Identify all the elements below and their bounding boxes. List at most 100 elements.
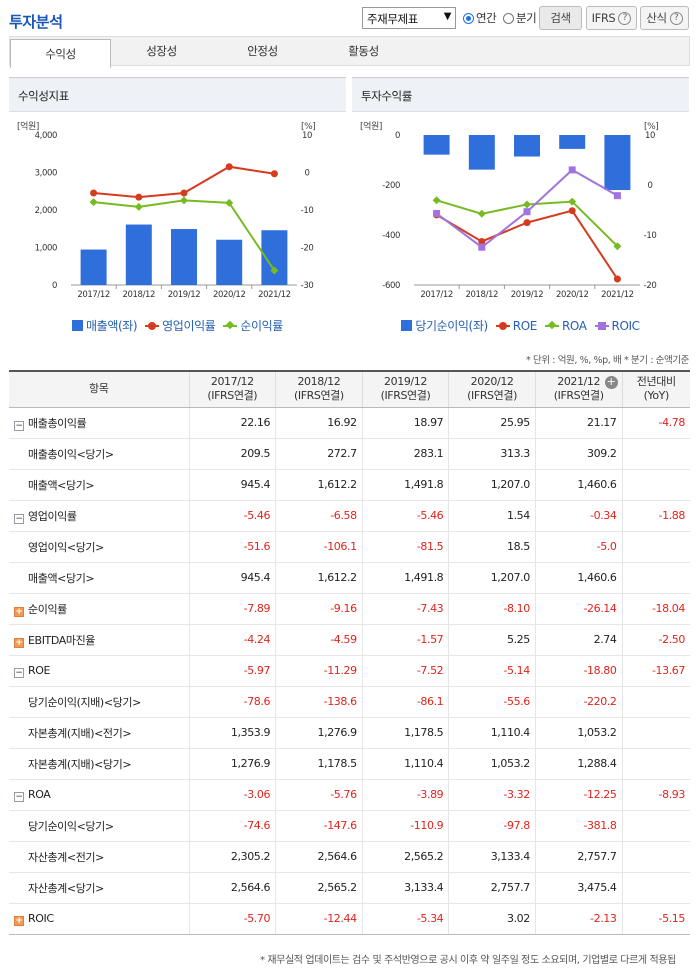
radio-selected-icon [463,12,474,24]
right-tick-label: -30 [301,281,314,291]
value-cell: 2,564.6 [275,840,363,872]
value-cell: 1,178.5 [275,747,363,779]
legend-item[interactable]: 영업이익률 [145,317,216,334]
value-cell: -381.8 [534,809,622,841]
value-cell: -5.46 [188,499,276,531]
yoy-cell: -8.93 [621,778,690,810]
ifrs-button[interactable]: IFRS? [586,6,637,30]
radio-quarter[interactable]: 분기 [503,10,537,26]
value-cell: 1,612.2 [275,468,363,500]
value-cell: 21.17 [534,406,622,438]
row-label-cell[interactable]: − 매출총이익률 [9,406,189,438]
left-tick-label: 2,000 [35,206,57,216]
left-tick-label: -400 [382,231,400,241]
value-cell: -7.52 [361,654,449,686]
data-point [134,202,143,211]
legend-item[interactable]: 당기순이익(좌) [401,317,488,334]
row-label-cell[interactable]: + EBITDA마진율 [9,623,189,655]
right-tick-label: -20 [644,281,657,291]
legend-label: 매출액(좌) [86,319,138,333]
value-cell: -3.32 [448,778,536,810]
tab-activity[interactable]: 활동성 [348,44,379,58]
value-cell: -2.13 [534,902,622,935]
table-row: 자산총계<당기> 2,564.6 2,565.2 3,133.4 2,757.7 3,47… [9,871,690,903]
row-label: 매출액<당기> [28,571,95,585]
data-point [90,189,98,197]
value-cell: 945.4 [188,468,276,500]
value-cell: 25.95 [448,406,536,438]
collapse-icon[interactable]: − [14,513,24,524]
financial-ratio-table: 항목 2017/12 (IFRS연결) 2018/12 (IFRS연결) 2019/1… [9,370,690,935]
row-label-cell: 자본총계(지배)<전기> [9,716,189,748]
expand-plus-icon[interactable]: + [604,376,618,389]
legend-label: 영업이익률 [162,319,216,333]
yoy-cell: -2.50 [621,623,690,655]
expand-icon[interactable]: + [14,606,24,617]
legend-line-swatch [145,321,160,330]
value-cell: -7.89 [188,592,276,624]
row-label-cell[interactable]: − ROA [9,778,189,810]
legend-item[interactable]: ROIC [594,319,640,333]
value-cell: 16.92 [275,406,363,438]
value-cell: 309.2 [534,437,622,469]
row-label-cell: 당기순이익<당기> [9,809,189,841]
row-label-cell: 자본총계(지배)<당기> [9,747,189,779]
bar [559,135,586,149]
collapse-icon[interactable]: − [14,791,24,802]
right-unit-label: [%] [301,122,315,132]
tab-growth[interactable]: 성장성 [146,44,177,58]
legend-item[interactable]: ROE [495,319,537,333]
row-label-cell[interactable]: + ROIC [9,902,189,935]
value-cell: 209.5 [188,437,276,469]
data-point [89,198,98,207]
row-label: 매출총이익<당기> [28,447,114,461]
search-button[interactable]: 검색 [539,6,582,30]
row-label-cell[interactable]: − ROE [9,654,189,686]
legend-label: ROA [561,318,587,333]
row-label-cell: 당기순이익(지배)<당기> [9,685,189,717]
value-cell: -3.89 [361,778,449,810]
data-point [135,193,143,201]
legend-item[interactable]: 매출액(좌) [72,317,138,334]
row-label: 순이익률 [28,602,67,616]
yoy-cell [621,561,690,593]
value-cell: 313.3 [448,437,536,469]
row-label: 매출총이익률 [28,416,87,430]
expand-icon[interactable]: + [14,915,24,926]
tab-stability[interactable]: 안정성 [247,44,278,58]
left-tick-label: 1,000 [35,244,57,254]
radio-annual[interactable]: 연간 [463,10,497,26]
data-point [225,198,234,207]
value-cell: -9.16 [275,592,363,624]
value-cell: 1,207.0 [448,561,536,593]
formula-label: 산식 [646,11,667,25]
expand-icon[interactable]: + [14,637,24,648]
legend-item[interactable]: ROA [544,318,587,333]
value-cell: 1,353.9 [188,716,276,748]
data-point [613,242,622,251]
left-tick-label: 0 [395,131,400,141]
yoy-cell: -1.88 [621,499,690,531]
collapse-icon[interactable]: − [14,667,24,678]
value-cell: -3.06 [188,778,276,810]
row-label-cell[interactable]: + 순이익률 [9,592,189,624]
chart-title: 수익성지표 [9,78,346,112]
collapse-icon[interactable]: − [14,420,24,431]
x-tick-label: 2018/12 [466,290,499,300]
bar [423,135,450,155]
row-label: 매출액<당기> [28,478,95,492]
x-tick-label: 2018/12 [123,290,156,300]
value-cell: -55.6 [448,685,536,717]
yoy-cell: -13.67 [621,654,690,686]
row-label: ROE [28,663,51,677]
x-tick-label: 2019/12 [511,290,544,300]
tab-profitability[interactable]: 수익성 [10,39,111,68]
legend-item[interactable]: 순이익률 [223,317,283,334]
row-label-cell[interactable]: − 영업이익률 [9,499,189,531]
formula-button[interactable]: 산식? [640,6,689,30]
help-icon: ? [618,11,632,25]
value-cell: 3,133.4 [361,871,449,903]
row-label-cell: 자산총계<당기> [9,871,189,903]
statement-type-select[interactable]: 주재무제표 ▼ [362,7,456,29]
bar [604,135,631,191]
